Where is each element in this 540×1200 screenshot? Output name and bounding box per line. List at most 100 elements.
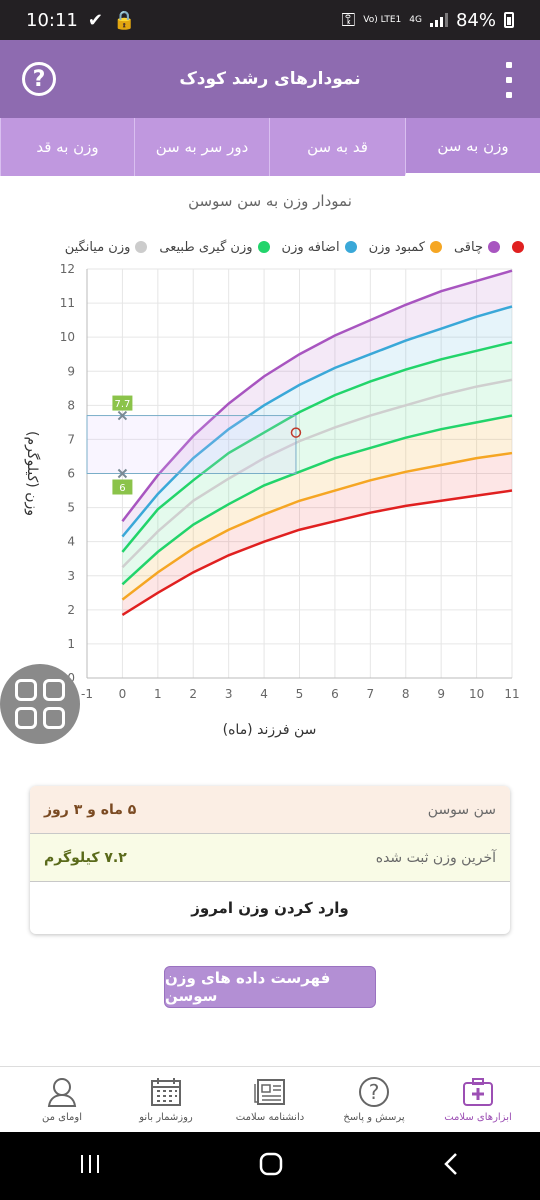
record-marker: [117, 410, 128, 421]
legend-item[interactable]: چاقی: [454, 240, 500, 255]
legend-dot: [344, 241, 357, 253]
y-tick-label: 2: [67, 603, 75, 617]
y-tick-label: 11: [60, 296, 75, 310]
series-line: [121, 269, 513, 522]
y-tick-label: 12: [60, 262, 75, 276]
home-icon[interactable]: [258, 1151, 284, 1181]
tab-weight-height[interactable]: وزن به قد: [0, 118, 134, 176]
series-line: [121, 489, 513, 617]
system-nav-bar: [0, 1132, 540, 1200]
enter-weight-button[interactable]: وارد کردن وزن امروز: [191, 899, 349, 917]
overflow-menu-button[interactable]: [504, 62, 514, 98]
band-fill: [122, 453, 513, 615]
legend-item[interactable]: اضافه وزن: [282, 240, 357, 255]
nav-label: پرسش و پاسخ: [343, 1112, 405, 1123]
age-row: سن سوسن ۵ ماه و ۳ روز: [30, 786, 510, 834]
x-tick-label: -1: [81, 687, 93, 701]
band-fill: [122, 415, 513, 600]
band-fill: [122, 306, 513, 552]
chart-title: نمودار وزن به سن سوسن: [188, 192, 352, 210]
y-tick-label: 4: [67, 535, 75, 549]
y-tick-label: 5: [67, 501, 75, 515]
x-axis-title: سن فرزند (ماه): [223, 722, 317, 738]
profile-icon: [45, 1076, 79, 1108]
nav-health-tools[interactable]: ابزارهای سلامت: [426, 1067, 530, 1132]
status-bar: 10:11 ✔ 🔒 ⚿ Vo) LTE1 4G 84%: [0, 0, 540, 40]
tab-height-age[interactable]: قد به سن: [269, 118, 405, 176]
tab-weight-age[interactable]: وزن به سن: [405, 118, 540, 176]
legend-item[interactable]: وزن میانگین: [65, 240, 148, 255]
weight-row: آخرین وزن ثبت شده ۷.۲ کیلوگرم: [30, 834, 510, 882]
page-title: نمودارهای رشد کودک: [179, 69, 361, 89]
series-line: [121, 378, 513, 569]
current-point: [290, 427, 302, 438]
info-card: سن سوسن ۵ ماه و ۳ روز آخرین وزن ثبت شده …: [30, 786, 510, 934]
help-button[interactable]: ?: [22, 62, 56, 96]
x-tick-label: 2: [189, 687, 197, 701]
x-tick-label: 7: [367, 687, 375, 701]
y-axis-title: وزن (کیلوگرم): [24, 431, 41, 516]
volte-label: Vo) LTE1: [363, 14, 402, 25]
nav-encyclopedia[interactable]: دانشنامه سلامت: [218, 1067, 322, 1132]
network-type: 4G: [409, 14, 422, 25]
status-time: 10:11: [26, 9, 78, 31]
legend-item[interactable]: وزن گیری طبیعی: [159, 239, 270, 255]
x-tick-label: 11: [504, 687, 519, 701]
nav-profile[interactable]: اومای من: [10, 1067, 114, 1132]
nfc-icon: ✔: [87, 9, 103, 31]
legend-dot: [257, 241, 270, 253]
y-tick-label: 9: [67, 364, 75, 378]
y-tick-label: 3: [67, 569, 75, 583]
y-tick-label: 8: [67, 398, 75, 412]
y-tick-label: 6: [67, 467, 75, 481]
legend-item[interactable]: کمبود وزن: [369, 240, 442, 255]
weight-label: آخرین وزن ثبت شده: [375, 849, 496, 866]
lock-icon: 🔒: [112, 9, 136, 31]
legend-label: کمبود وزن: [368, 239, 425, 255]
series-line: [121, 341, 513, 553]
x-tick-label: 0: [119, 687, 127, 701]
x-tick-label: 9: [437, 687, 445, 701]
nav-qa[interactable]: ? پرسش و پاسخ: [322, 1067, 426, 1132]
nav-label: دانشنامه سلامت: [235, 1112, 305, 1123]
series-line: [121, 414, 513, 586]
legend-dot: [135, 241, 148, 253]
band-fill: [122, 379, 513, 585]
app-bar: ? نمودارهای رشد کودک: [0, 40, 540, 118]
battery-percent: 84%: [455, 9, 496, 31]
x-tick-label: 4: [260, 687, 268, 701]
legend-label: چاقی: [453, 239, 483, 255]
legend-dot: [429, 241, 442, 253]
question-icon: ?: [357, 1076, 391, 1108]
weight-value: ۷.۲ کیلوگرم: [44, 849, 127, 866]
chart-tabs: وزن به سن قد به سن دور سر به سن وزن به ق…: [0, 118, 540, 176]
x-tick-label: 10: [469, 687, 484, 701]
record-label-bg: [112, 479, 133, 495]
x-tick-label: 3: [225, 687, 233, 701]
weight-age-chart: -1012345678910110123456789101112سن فرزند…: [24, 262, 520, 738]
nav-calendar[interactable]: روزشمار بانو: [114, 1067, 218, 1132]
record-label-bg: [112, 395, 133, 411]
nav-label: اومای من: [42, 1112, 82, 1123]
chart-legend: چاقی کمبود وزن اضافه وزن وزن گیری طبیعی …: [0, 236, 540, 258]
y-tick-label: 10: [60, 330, 75, 344]
band-fill: [122, 342, 513, 568]
tab-head-age[interactable]: دور سر به سن: [134, 118, 269, 176]
recents-icon[interactable]: [78, 1153, 102, 1179]
calendar-icon: [149, 1076, 183, 1108]
legend-label: وزن گیری طبیعی: [159, 239, 253, 255]
medkit-icon: [461, 1076, 495, 1108]
nav-label: ابزارهای سلامت: [444, 1112, 512, 1123]
record-label: 7.7: [114, 399, 130, 410]
series-line: [121, 305, 513, 538]
series-line: [121, 451, 513, 601]
weight-list-button[interactable]: فهرست داده های وزن سوسن: [164, 966, 376, 1008]
svg-text:?: ?: [369, 1080, 380, 1104]
apps-grid-button[interactable]: [0, 664, 80, 744]
x-tick-label: 8: [402, 687, 410, 701]
back-icon[interactable]: [440, 1151, 462, 1181]
legend-label: وزن میانگین: [64, 239, 131, 255]
age-value: ۵ ماه و ۳ روز: [44, 801, 137, 818]
y-tick-label: 1: [67, 637, 75, 651]
record-label: 6: [119, 483, 125, 494]
